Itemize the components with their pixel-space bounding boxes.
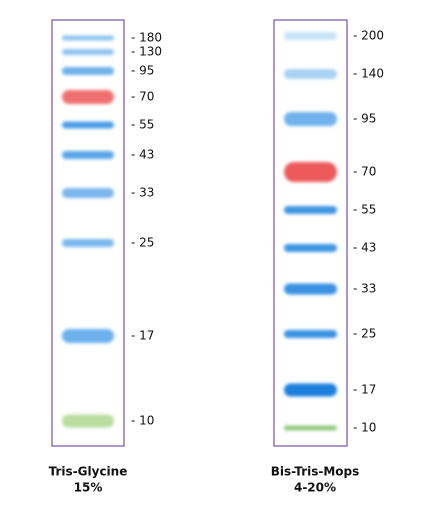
band	[62, 329, 114, 343]
band	[62, 239, 114, 247]
band	[62, 151, 114, 159]
band	[62, 121, 114, 129]
band	[62, 414, 114, 428]
band	[62, 67, 114, 75]
marker-label: - 70	[131, 90, 154, 104]
band	[62, 188, 114, 198]
marker-label: - 10	[131, 414, 154, 428]
band	[284, 206, 337, 214]
band	[284, 330, 337, 338]
marker-label: - 25	[353, 327, 376, 341]
gel-lane	[51, 19, 125, 447]
marker-label: - 17	[131, 329, 154, 343]
marker-label: - 25	[131, 236, 154, 250]
band	[284, 69, 337, 79]
marker-label: - 55	[131, 118, 154, 132]
marker-label: - 200	[353, 29, 384, 43]
band	[284, 244, 337, 252]
marker-label: - 43	[131, 148, 154, 162]
band	[62, 49, 114, 55]
marker-label: - 70	[353, 165, 376, 179]
lane-caption: Tris-Glycine	[49, 465, 128, 479]
band	[284, 425, 337, 431]
band	[284, 162, 337, 182]
marker-label: - 33	[353, 282, 376, 296]
lane-caption: Bis-Tris-Mops	[271, 465, 360, 479]
marker-label: - 43	[353, 241, 376, 255]
band	[284, 383, 337, 397]
marker-label: - 95	[131, 64, 154, 78]
band	[284, 32, 337, 40]
marker-label: - 130	[131, 45, 162, 59]
marker-label: - 10	[353, 421, 376, 435]
marker-label: - 55	[353, 203, 376, 217]
marker-label: - 95	[353, 112, 376, 126]
marker-label: - 180	[131, 31, 162, 45]
band	[284, 283, 337, 295]
band	[62, 35, 114, 41]
band	[284, 112, 337, 126]
gel-lane	[273, 19, 348, 447]
marker-label: - 140	[353, 67, 384, 81]
lane-caption: 4-20%	[294, 481, 336, 495]
marker-label: - 33	[131, 186, 154, 200]
lane-caption: 15%	[74, 481, 103, 495]
marker-label: - 17	[353, 383, 376, 397]
band	[62, 90, 114, 104]
